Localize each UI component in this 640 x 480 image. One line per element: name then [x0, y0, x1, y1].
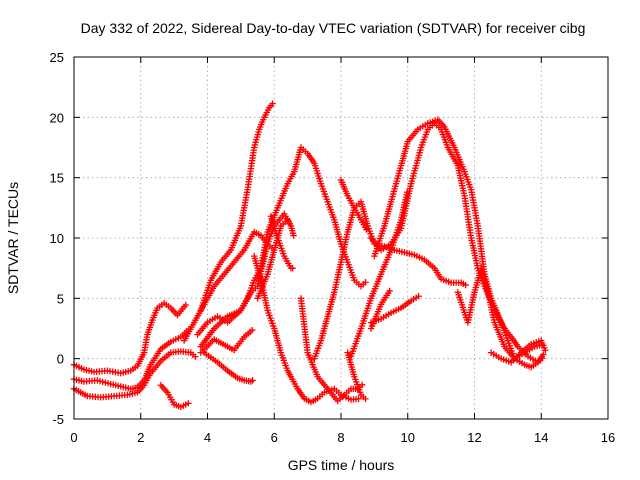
y-tick-label: 25: [50, 50, 64, 65]
data-series: [70, 348, 199, 401]
data-series: [157, 382, 192, 411]
chart-title: Day 332 of 2022, Sidereal Day-to-day VTE…: [81, 20, 586, 36]
data-series: [297, 295, 366, 405]
data-series: [200, 349, 256, 385]
x-axis-label: GPS time / hours: [288, 457, 395, 473]
grid-lines: [74, 57, 608, 419]
data-point: [249, 326, 256, 334]
data-series: [70, 299, 190, 377]
y-tick-label: 10: [50, 231, 64, 246]
data-series: [344, 349, 369, 403]
x-tick-label: 8: [337, 430, 344, 445]
data-series: [371, 116, 547, 371]
data-point: [249, 377, 256, 384]
data-series: [367, 120, 546, 366]
x-tick-label: 4: [204, 430, 211, 445]
y-tick-label: -5: [52, 412, 64, 427]
data-points: [70, 100, 549, 411]
y-tick-label: 0: [57, 352, 64, 367]
data-series: [194, 210, 297, 338]
data-point: [363, 226, 370, 233]
x-tick-label: 0: [70, 430, 77, 445]
axis-ticks: 0 2 4 6 8 10 12 14 16 -5 0 5 10 15 20 25: [50, 50, 616, 445]
y-axis-label: SDTVAR / TECUs: [5, 182, 21, 294]
data-point: [462, 281, 469, 289]
data-point: [185, 400, 192, 407]
data-point: [289, 264, 296, 272]
y-tick-label: 15: [50, 171, 64, 186]
data-series: [197, 326, 256, 356]
plot-frame: [73, 56, 609, 420]
data-point: [290, 232, 297, 239]
data-point: [355, 395, 362, 402]
data-series: [311, 198, 377, 362]
data-point: [540, 351, 547, 358]
data-series: [454, 264, 546, 362]
x-tick-label: 14: [534, 430, 548, 445]
x-tick-label: 16: [601, 430, 615, 445]
data-point: [386, 287, 393, 295]
data-point: [415, 293, 422, 300]
x-tick-label: 6: [271, 430, 278, 445]
data-point: [192, 353, 199, 360]
data-point: [542, 347, 549, 354]
data-series: [371, 240, 469, 289]
data-point: [362, 395, 369, 403]
x-tick-label: 12: [467, 430, 481, 445]
data-point: [362, 279, 369, 286]
data-series: [367, 287, 393, 332]
data-series: [197, 100, 276, 314]
data-point: [182, 301, 190, 309]
x-tick-label: 10: [401, 430, 415, 445]
data-series: [337, 176, 370, 233]
y-tick-label: 5: [57, 291, 64, 306]
data-series: [267, 213, 296, 272]
x-tick-label: 2: [137, 430, 144, 445]
data-point: [286, 220, 294, 228]
data-series: [487, 337, 549, 366]
y-tick-label: 20: [50, 110, 64, 125]
data-point: [269, 100, 276, 107]
